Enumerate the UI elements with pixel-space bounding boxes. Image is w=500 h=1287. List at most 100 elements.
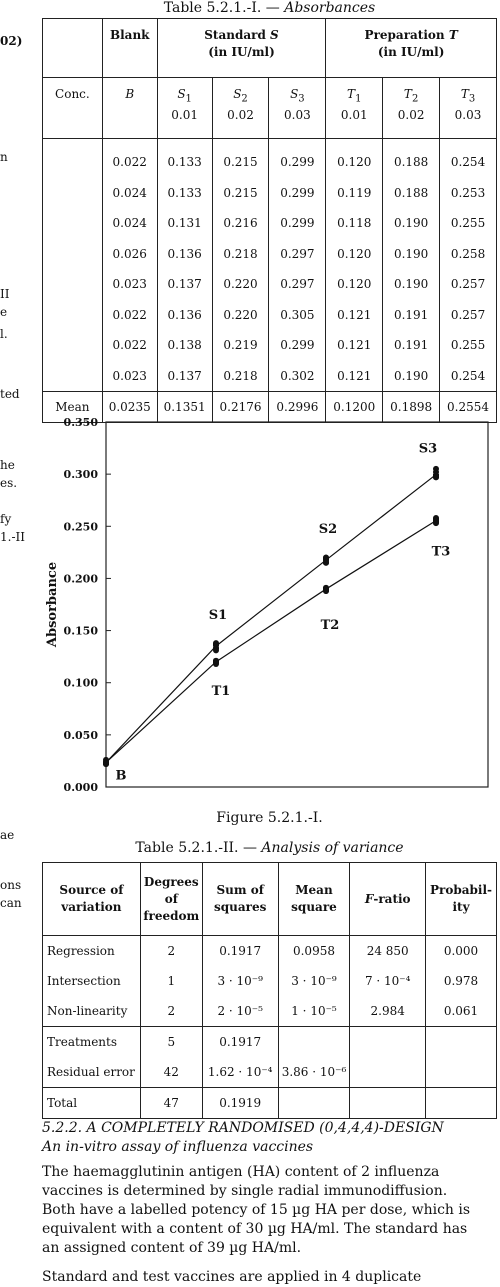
blank-label: B	[116, 768, 127, 783]
table-row: 0.022 0.136 0.220 0.305 0.121 0.191 0.257	[42, 299, 497, 330]
preparation-letter: T	[448, 28, 458, 42]
absorbance-cell: 0.220	[211, 299, 270, 330]
row-label-cell	[42, 208, 103, 239]
ss-header: Sum of squares	[201, 862, 279, 936]
ms-cell: 3 · 10⁻⁹	[277, 966, 351, 996]
ms-cell: 3.86 · 10⁻⁶	[277, 1057, 351, 1088]
absorbance-cell: 0.188	[382, 177, 441, 208]
absorbance-cell: 0.023	[101, 269, 158, 300]
absorbance-cell: 0.131	[156, 208, 213, 239]
absorbance-cell: 0.297	[268, 269, 327, 300]
mean-cell: 0.1200	[325, 391, 384, 423]
anova-row: Residual error 42 1.62 · 10⁻⁴ 3.86 · 10⁻⁶	[42, 1057, 497, 1088]
absorbance-cell: 0.190	[382, 208, 441, 239]
absorbance-cell: 0.299	[268, 208, 327, 239]
probability-cell	[425, 1087, 497, 1119]
margin-fragment: 1.-II	[0, 530, 25, 544]
absorbance-cell: 0.254	[439, 360, 497, 392]
data-point-T	[323, 585, 329, 592]
paragraph-line: an assigned content of 39 µg HA/ml.	[42, 1240, 302, 1256]
absorbance-cell: 0.137	[156, 360, 213, 392]
blank-header: Blank	[101, 18, 158, 78]
absorbance-table: Blank Standard S (in IU/ml) Preparation T…	[42, 18, 497, 423]
source-cell: Intersection	[42, 966, 141, 996]
margin-fragment: ted	[0, 387, 20, 401]
mean-cell: 0.2176	[211, 391, 270, 423]
absorbance-cell: 0.254	[439, 138, 497, 178]
source-cell: Treatments	[42, 1026, 141, 1057]
absorbance-cell: 0.023	[101, 360, 158, 392]
source-cell: Residual error	[42, 1057, 141, 1088]
data-point-T	[213, 657, 219, 664]
preparation-header: Preparation T (in IU/ml)	[325, 18, 497, 78]
margin-fragment: 02)	[0, 34, 23, 48]
absorbance-cell: 0.257	[439, 299, 497, 330]
row-label-cell	[42, 299, 103, 330]
table1-caption-prefix: Table 5.2.1.-I. —	[163, 0, 285, 16]
df-cell: 1	[139, 966, 203, 996]
standard-unit: (in IU/ml)	[208, 45, 275, 59]
ms-cell: 1 · 10⁻⁵	[277, 996, 351, 1027]
absorbance-cell: 0.219	[211, 330, 270, 361]
absorbance-cell: 0.133	[156, 138, 213, 178]
conc-cell: S1 0.01	[156, 77, 213, 139]
conc-cell: B	[101, 77, 158, 139]
mean-row: Mean 0.0235 0.1351 0.2176 0.2996 0.1200 …	[42, 391, 497, 423]
f-ratio-cell	[349, 1087, 427, 1119]
ss-cell: 0.1917	[201, 935, 279, 966]
margin-fragment: e	[0, 305, 8, 319]
preparation-header-text: Preparation	[364, 28, 449, 42]
absorbance-cell: 0.120	[325, 269, 384, 300]
absorbance-cell: 0.121	[325, 360, 384, 392]
row-label-cell	[42, 138, 103, 178]
margin-fragment: II	[0, 287, 10, 301]
df-cell: 47	[139, 1087, 203, 1119]
preparation-unit: (in IU/ml)	[377, 45, 445, 59]
table-row: 0.026 0.136 0.218 0.297 0.120 0.190 0.258	[42, 238, 497, 269]
absorbance-cell: 0.120	[325, 238, 384, 269]
conc-cell: T3 0.03	[439, 77, 497, 139]
data-point-S	[433, 469, 439, 476]
df-cell: 2	[139, 996, 203, 1027]
f-ratio-cell: 24 850	[349, 935, 427, 966]
y-tick-label: 0.350	[64, 416, 99, 429]
absorbance-cell: 0.190	[382, 269, 441, 300]
anova-row: Regression 2 0.1917 0.0958 24 850 0.000	[42, 935, 497, 966]
margin-fragment: can	[0, 896, 22, 910]
table2-caption-prefix: Table 5.2.1.-II. —	[135, 840, 262, 856]
table-row: 0.022 0.133 0.215 0.299 0.120 0.188 0.254	[42, 138, 497, 178]
ss-cell: 0.1917	[201, 1026, 279, 1057]
ms-header: Mean square	[277, 862, 351, 936]
absorbance-cell: 0.255	[439, 208, 497, 239]
point-label: T3	[432, 545, 451, 560]
absorbance-cell: 0.022	[101, 330, 158, 361]
margin-fragment: l.	[0, 327, 8, 341]
data-point-T	[433, 519, 439, 526]
ms-cell	[277, 1026, 351, 1057]
absorbance-cell: 0.026	[101, 238, 158, 269]
f-ratio-cell	[349, 1026, 427, 1057]
absorbance-cell: 0.299	[268, 330, 327, 361]
row-label-cell	[42, 269, 103, 300]
mean-cell: 0.2554	[439, 391, 497, 423]
table2-caption-title: Analysis of variance	[261, 840, 404, 856]
ss-cell: 0.1919	[201, 1087, 279, 1119]
absorbance-cell: 0.305	[268, 299, 327, 330]
absorbance-cell: 0.220	[211, 269, 270, 300]
source-cell: Regression	[42, 935, 141, 966]
ss-cell: 3 · 10⁻⁹	[201, 966, 279, 996]
absorbance-cell: 0.121	[325, 330, 384, 361]
row-label-cell	[42, 330, 103, 361]
probability-cell	[425, 1057, 497, 1088]
table1-caption: Table 5.2.1.-I. — Absorbances	[42, 0, 497, 16]
margin-fragment: he	[0, 458, 15, 472]
source-header: Source of variation	[42, 862, 141, 936]
anova-row: Treatments 5 0.1917	[42, 1026, 497, 1057]
absorbance-cell: 0.138	[156, 330, 213, 361]
y-tick-label: 0.000	[64, 781, 99, 794]
table2-caption: Table 5.2.1.-II. — Analysis of variance	[42, 840, 497, 856]
absorbance-cell: 0.121	[325, 299, 384, 330]
y-tick-label: 0.200	[64, 572, 99, 585]
absorbance-cell: 0.215	[211, 138, 270, 178]
table-row: 0.024 0.131 0.216 0.299 0.118 0.190 0.255	[42, 208, 497, 239]
